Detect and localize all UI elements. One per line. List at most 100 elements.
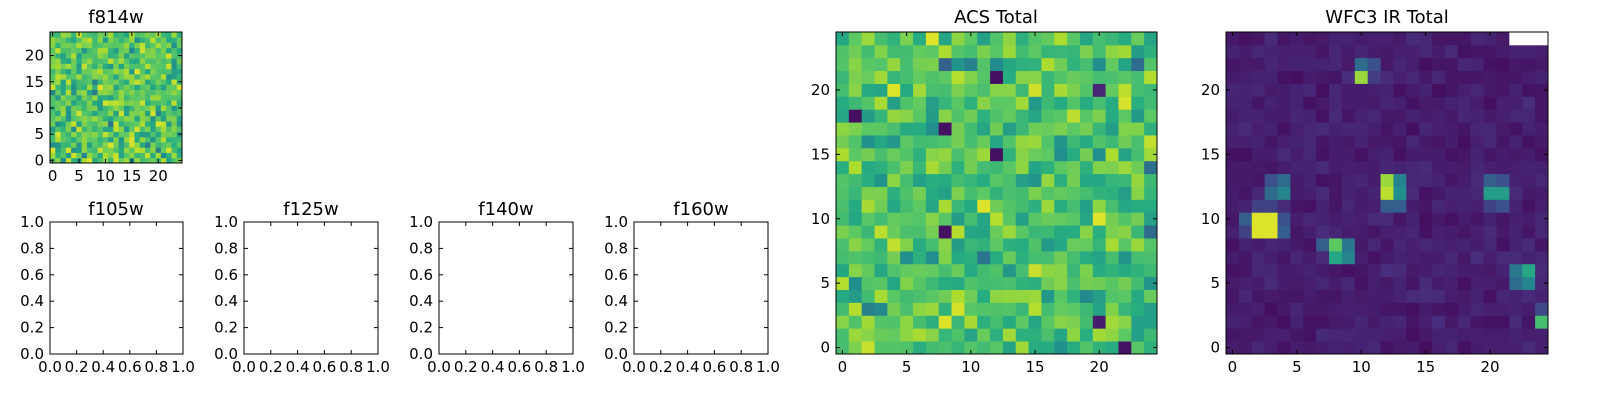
heatmap-cell — [1406, 147, 1420, 162]
heatmap-cell — [977, 70, 991, 84]
heatmap-cell — [913, 225, 927, 239]
heatmap-cell — [134, 131, 141, 138]
heatmap-cell — [155, 42, 162, 49]
x-tick-label: 10 — [961, 358, 980, 376]
heatmap-cell — [1264, 122, 1278, 136]
y-tick-label: 0.4 — [409, 292, 433, 310]
heatmap-cell — [1067, 83, 1081, 97]
heatmap-cell — [1457, 250, 1472, 265]
heatmap-cell — [71, 79, 77, 85]
heatmap-cell — [155, 105, 162, 111]
heatmap-cell — [1470, 160, 1484, 175]
heatmap-cell — [1329, 199, 1343, 213]
heatmap-cell — [1092, 186, 1107, 200]
heatmap-cell — [1419, 238, 1433, 252]
heatmap-cell — [160, 58, 167, 64]
heatmap-cell — [887, 135, 901, 149]
heatmap-cell — [1238, 225, 1253, 239]
heatmap-cell — [160, 32, 167, 38]
y-tick-label: 5 — [34, 125, 44, 143]
heatmap-cell — [1406, 83, 1420, 97]
heatmap-cell — [1277, 186, 1291, 200]
heatmap-cell — [150, 136, 156, 143]
heatmap-cell — [1118, 32, 1132, 46]
heatmap-cell — [1380, 289, 1394, 303]
heatmap-cell — [1118, 328, 1132, 342]
heatmap-cell — [1131, 289, 1145, 303]
heatmap-cell — [139, 32, 146, 38]
heatmap-cell — [1316, 238, 1330, 252]
heatmap-cell — [176, 63, 183, 70]
heatmap-cell — [171, 105, 178, 111]
heatmap-cell — [861, 122, 875, 136]
heatmap-cell — [166, 136, 172, 143]
heatmap-cell — [102, 136, 109, 143]
heatmap-cell — [1041, 263, 1055, 278]
heatmap-cell — [1367, 32, 1381, 46]
heatmap-cell — [1316, 122, 1330, 136]
heatmap-cell — [1131, 315, 1145, 329]
heatmap-cell — [1067, 238, 1081, 252]
heatmap-cell — [900, 263, 914, 278]
heatmap-cell — [166, 42, 172, 49]
heatmap-cell — [1316, 212, 1330, 226]
heatmap-cell — [1522, 70, 1536, 84]
heatmap-cell — [1290, 250, 1304, 265]
heatmap-cell — [951, 32, 965, 46]
y-tick-label: 15 — [25, 73, 44, 91]
heatmap-cell — [1277, 315, 1291, 329]
heatmap-cell — [925, 276, 940, 290]
heatmap-cell — [1277, 135, 1291, 149]
heatmap-cell — [1131, 225, 1145, 239]
heatmap-cell — [108, 89, 114, 96]
heatmap-cell — [55, 37, 61, 43]
heatmap-cell — [1041, 57, 1055, 72]
heatmap-cell — [1028, 341, 1042, 355]
heatmap-cell — [1290, 238, 1304, 252]
heatmap-cell — [1015, 276, 1029, 290]
heatmap-cell — [848, 44, 863, 59]
heatmap-cell — [1015, 83, 1029, 97]
heatmap-cell — [1079, 44, 1094, 59]
heatmap-cell — [1419, 250, 1433, 265]
heatmap-cell — [1105, 70, 1119, 84]
heatmap-cell — [1341, 186, 1356, 200]
heatmap-cell — [102, 152, 109, 159]
heatmap-cell — [1067, 225, 1081, 239]
heatmap-cell — [1131, 57, 1145, 72]
heatmap-cell — [1226, 341, 1240, 355]
heatmap-cell — [938, 328, 952, 342]
heatmap-cell — [964, 57, 978, 72]
heatmap-cell — [848, 225, 863, 239]
heatmap-cell — [1406, 212, 1420, 226]
heatmap-cell — [951, 135, 965, 149]
x-tick-label: 0.8 — [339, 358, 363, 376]
heatmap-cell — [166, 105, 172, 111]
heatmap-cell — [1079, 186, 1094, 200]
heatmap-cell — [1079, 96, 1094, 110]
heatmap-cell — [1238, 83, 1253, 97]
heatmap-cell — [874, 83, 888, 97]
heatmap-cell — [166, 142, 172, 148]
heatmap-cell — [836, 289, 850, 303]
heatmap-cell — [938, 147, 952, 162]
heatmap-cell — [171, 131, 178, 138]
heatmap-cell — [134, 37, 141, 43]
heatmap-cell — [990, 238, 1004, 252]
heatmap-cell — [1118, 70, 1132, 84]
heatmap-cell — [848, 315, 863, 329]
heatmap-cell — [1432, 96, 1446, 110]
heatmap-cell — [129, 126, 135, 132]
heatmap-cell — [150, 115, 156, 122]
heatmap-cell — [1054, 263, 1068, 278]
heatmap-cell — [1341, 147, 1356, 162]
heatmap-cell — [1509, 199, 1523, 213]
heatmap-cell — [171, 58, 178, 64]
heatmap-cell — [913, 57, 927, 72]
heatmap-cell — [1226, 44, 1240, 59]
heatmap-cell — [874, 328, 888, 342]
heatmap-cell — [1238, 32, 1253, 46]
heatmap-cell — [129, 42, 135, 49]
heatmap-cell — [1238, 341, 1253, 355]
